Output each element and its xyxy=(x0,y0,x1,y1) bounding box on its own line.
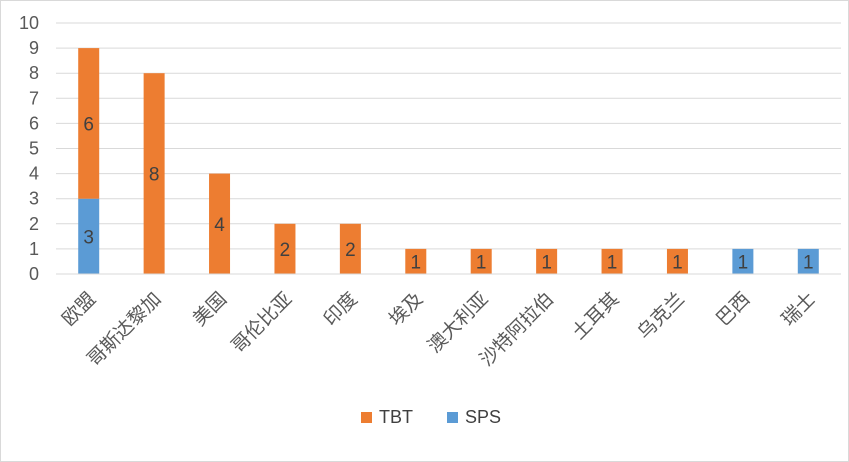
legend-swatch-tbt xyxy=(361,412,372,423)
y-tick-label: 1 xyxy=(29,239,39,259)
x-category-label: 印度 xyxy=(319,288,361,330)
x-category-label: 埃及 xyxy=(385,288,427,330)
data-label: 2 xyxy=(280,240,291,261)
bar-tbt xyxy=(601,248,623,274)
bar-tbt xyxy=(209,173,231,274)
legend-swatch-sps xyxy=(447,412,458,423)
bar-sps xyxy=(732,248,754,274)
data-label: 1 xyxy=(411,252,422,273)
bar-tbt xyxy=(405,248,427,274)
data-label: 1 xyxy=(476,252,487,273)
x-category-label: 美国 xyxy=(189,288,231,330)
y-tick-label: 7 xyxy=(29,88,39,108)
y-tick-label: 6 xyxy=(29,113,39,133)
y-tick-label: 2 xyxy=(29,214,39,234)
x-category-label: 瑞士 xyxy=(777,288,819,330)
data-label: 6 xyxy=(83,114,94,135)
bar-tbt xyxy=(78,48,100,199)
bar-sps xyxy=(797,248,819,274)
data-label: 4 xyxy=(214,215,225,236)
legend-label-tbt: TBT xyxy=(379,407,413,427)
bar-tbt xyxy=(339,223,361,274)
legend-label-sps: SPS xyxy=(465,407,501,427)
data-label: 1 xyxy=(541,252,552,273)
x-category-label: 澳大利亚 xyxy=(423,288,492,357)
bar-sps xyxy=(78,198,100,274)
y-tick-label: 10 xyxy=(19,13,39,33)
y-tick-label: 8 xyxy=(29,63,39,83)
data-labels: 3 6 8 4 2 2 1 1 1 1 1 1 1 xyxy=(83,114,813,273)
data-label: 1 xyxy=(803,252,814,273)
y-tick-label: 4 xyxy=(29,164,39,184)
x-category-label: 欧盟 xyxy=(58,288,100,330)
x-category-label: 巴西 xyxy=(713,289,755,331)
gridlines xyxy=(56,22,841,250)
bar-tbt xyxy=(536,248,558,274)
data-label: 1 xyxy=(738,252,749,273)
data-label: 8 xyxy=(149,165,160,186)
bar-tbt xyxy=(666,248,688,274)
x-category-label: 哥伦比亚 xyxy=(227,288,296,357)
bar-tbt xyxy=(143,73,165,274)
y-tick-label: 5 xyxy=(29,139,39,159)
data-label: 3 xyxy=(83,227,94,248)
bar-tbt xyxy=(470,248,492,274)
data-label: 1 xyxy=(607,252,618,273)
y-tick-label: 9 xyxy=(29,38,39,58)
bars xyxy=(78,48,819,274)
bar-tbt xyxy=(274,223,296,274)
data-label: 2 xyxy=(345,240,356,261)
legend: TBT SPS xyxy=(361,407,501,427)
x-category-label: 乌克兰 xyxy=(633,288,689,344)
y-tick-label: 3 xyxy=(29,189,39,209)
y-tick-label: 0 xyxy=(29,264,39,284)
x-category-label: 土耳其 xyxy=(568,288,624,344)
data-label: 1 xyxy=(672,252,683,273)
